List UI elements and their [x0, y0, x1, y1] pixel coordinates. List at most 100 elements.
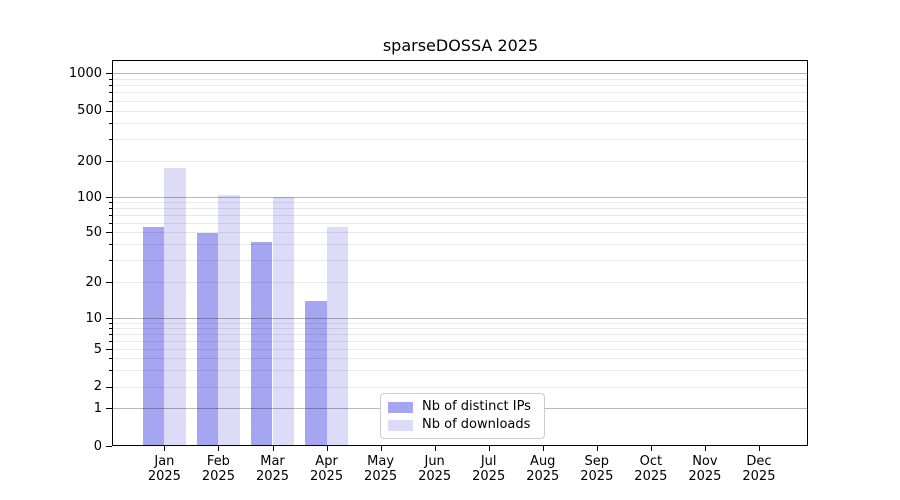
y-tick-100 [106, 197, 112, 198]
x-tick-sep [596, 446, 598, 451]
y-minortick-6 [108, 340, 112, 342]
y-tick-20 [106, 282, 112, 283]
y-minortick-40 [108, 244, 112, 246]
x-tick-jul [488, 446, 490, 451]
y-minortick-800 [108, 85, 112, 87]
gridline-minor-500 [112, 110, 808, 112]
legend-label-downloads: Nb of downloads [422, 417, 531, 432]
gridline-minor-800 [112, 85, 808, 87]
x-tick-feb [218, 446, 220, 451]
month-label: Oct [639, 454, 663, 469]
year-label: 2025 [201, 469, 235, 484]
gridline-major-1000 [112, 73, 808, 74]
year-label: 2025 [526, 469, 560, 484]
y-minortick-900 [108, 78, 112, 80]
x-tick-label-may: May 2025 [354, 454, 408, 484]
y-tick-0 [106, 446, 112, 447]
month-label: May [367, 454, 395, 469]
y-tick-5 [106, 349, 112, 350]
gridline-minor-40 [112, 244, 808, 246]
bar-downloads-feb [218, 194, 241, 446]
year-label: 2025 [147, 469, 181, 484]
bar-distinct-ips-jan [142, 227, 165, 446]
gridline-minor-600 [112, 100, 808, 102]
y-minortick-8 [108, 327, 112, 329]
x-tick-label-jan: Jan 2025 [137, 454, 191, 484]
gridline-minor-30 [112, 259, 808, 261]
month-label: Jan [154, 454, 175, 469]
legend: Nb of distinct IPs Nb of downloads [380, 393, 545, 439]
legend-swatch-downloads-icon [388, 419, 413, 431]
x-tick-jan [164, 446, 166, 451]
gridline-minor-7 [112, 333, 808, 335]
y-minortick-60 [108, 222, 112, 224]
x-tick-label-nov: Nov 2025 [678, 454, 732, 484]
x-tick-label-apr: Apr 2025 [300, 454, 354, 484]
bar-distinct-ips-feb [196, 233, 219, 446]
month-label: Apr [315, 454, 338, 469]
month-label: Mar [260, 454, 285, 469]
y-minortick-300 [108, 138, 112, 140]
x-tick-may [380, 446, 382, 451]
y-tick-200 [106, 161, 112, 162]
x-tick-dec [758, 446, 760, 451]
y-tick-10 [106, 318, 112, 319]
y-minortick-80 [108, 208, 112, 210]
y-minortick-9 [108, 322, 112, 324]
year-label: 2025 [742, 469, 776, 484]
year-label: 2025 [418, 469, 452, 484]
gridline-minor-400 [112, 122, 808, 124]
year-label: 2025 [580, 469, 614, 484]
x-tick-apr [326, 446, 328, 451]
gridline-minor-8 [112, 327, 808, 329]
y-tick-label-200: 200 [77, 153, 102, 169]
x-tick-label-aug: Aug 2025 [516, 454, 570, 484]
x-tick-nov [704, 446, 706, 451]
y-minortick-30 [108, 259, 112, 261]
year-label: 2025 [472, 469, 506, 484]
y-tick-label-10: 10 [85, 310, 102, 326]
x-tick-label-dec: Dec 2025 [732, 454, 786, 484]
gridline-minor-5 [112, 349, 808, 350]
y-tick-500 [106, 110, 112, 112]
legend-swatch-distinct-ips-icon [388, 401, 413, 413]
y-minortick-3 [108, 369, 112, 371]
x-tick-label-sep: Sep 2025 [570, 454, 624, 484]
y-tick-label-5: 5 [93, 341, 102, 357]
legend-label-distinct-ips: Nb of distinct IPs [422, 399, 531, 414]
y-tick-1000 [106, 73, 112, 74]
gridline-minor-700 [112, 92, 808, 94]
y-minortick-4 [108, 358, 112, 360]
x-tick-label-mar: Mar 2025 [246, 454, 300, 484]
gridline-minor-9 [112, 322, 808, 324]
year-label: 2025 [310, 469, 344, 484]
year-label: 2025 [634, 469, 668, 484]
gridline-minor-20 [112, 282, 808, 283]
gridline-minor-900 [112, 78, 808, 80]
y-tick-label-20: 20 [85, 274, 102, 290]
bar-downloads-mar [272, 197, 295, 446]
gridline-minor-3 [112, 369, 808, 371]
gridline-minor-2 [112, 386, 808, 388]
x-tick-aug [542, 446, 544, 451]
x-tick-oct [650, 446, 652, 451]
gridline-minor-80 [112, 208, 808, 210]
legend-item-downloads: Nb of downloads [388, 418, 544, 432]
month-label: Jul [480, 454, 497, 469]
month-label: Sep [584, 454, 610, 469]
y-tick-label-1000: 1000 [68, 65, 102, 81]
month-label: Aug [530, 454, 556, 469]
y-minortick-7 [108, 333, 112, 335]
month-label: Dec [746, 454, 772, 469]
gridline-major-100 [112, 197, 808, 198]
gridline-minor-70 [112, 215, 808, 216]
y-tick-2 [106, 386, 112, 388]
y-minortick-70 [108, 215, 112, 216]
bar-distinct-ips-apr [304, 300, 327, 446]
y-minortick-90 [108, 202, 112, 204]
gridline-minor-4 [112, 358, 808, 360]
y-tick-label-0: 0 [93, 438, 102, 454]
x-tick-label-jun: Jun 2025 [408, 454, 462, 484]
legend-item-distinct-ips: Nb of distinct IPs [388, 400, 544, 414]
